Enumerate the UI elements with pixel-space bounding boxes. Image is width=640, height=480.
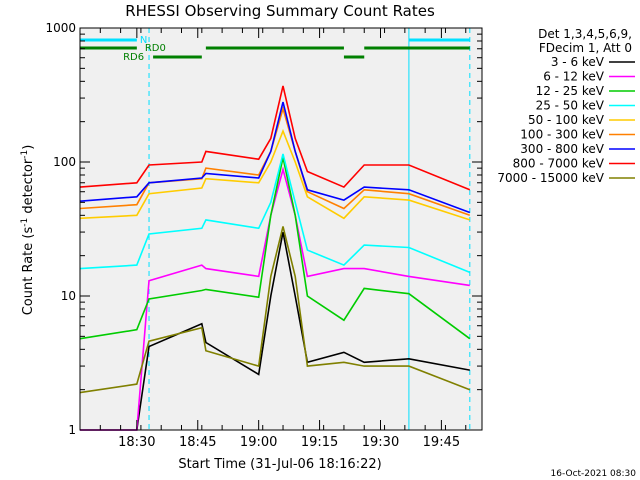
y-axis-label-main: Count Rate (s bbox=[21, 227, 36, 316]
legend-label-25-50-kev: 25 - 50 keV bbox=[536, 99, 605, 113]
y-axis-label-rest: detector bbox=[21, 158, 36, 218]
series-line-12-25-kev bbox=[79, 157, 471, 340]
legend-label-800-7000-kev: 800 - 7000 keV bbox=[513, 157, 605, 171]
y-axis-label-sup2: -1 bbox=[20, 150, 30, 159]
legend-label-100-300-kev: 100 - 300 keV bbox=[520, 128, 604, 142]
footer-date: 16-Oct-2021 08:30 bbox=[551, 469, 637, 479]
series-line-3-6-kev bbox=[80, 231, 470, 431]
legend-label-300-800-kev: 300 - 800 keV bbox=[520, 142, 604, 156]
series-line-800-7000-kev bbox=[79, 85, 471, 191]
x-tick-label: 19:45 bbox=[423, 435, 460, 450]
flag-label-rd6: RD6 bbox=[123, 52, 144, 63]
series-line-300-800-kev bbox=[79, 101, 471, 214]
x-tick-label: 18:30 bbox=[118, 435, 155, 450]
legend-header-line1: Det 1,3,4,5,6,9, bbox=[538, 27, 632, 41]
legend-label-7000-15000-kev: 7000 - 15000 keV bbox=[497, 171, 604, 185]
flag-label-rd0: RD0 bbox=[145, 43, 166, 54]
y-axis-label: Count Rate (s-1 detector-1) bbox=[20, 145, 36, 316]
axes: 1 10 100 1000 18:30 18:45 19:00 19:15 19:30 19:45 bbox=[45, 21, 483, 450]
series-line-7000-15000-kev bbox=[79, 226, 471, 394]
series-lines bbox=[79, 85, 471, 431]
series-line-50-100-kev bbox=[79, 128, 471, 221]
legend-label-50-100-kev: 50 - 100 keV bbox=[528, 113, 605, 127]
y-tick-label: 10 bbox=[61, 289, 76, 303]
chart-title: RHESSI Observing Summary Count Rates bbox=[125, 2, 435, 20]
x-tick-label: 19:15 bbox=[301, 435, 338, 450]
x-tick-label: 19:30 bbox=[362, 435, 399, 450]
plot-frame bbox=[79, 27, 483, 431]
x-tick-label: 18:45 bbox=[179, 435, 216, 450]
legend-label-6-12-kev: 6 - 12 keV bbox=[543, 70, 605, 84]
y-tick-label: 1 bbox=[68, 423, 76, 437]
x-axis-label: Start Time (31-Jul-06 18:16:22) bbox=[178, 457, 381, 472]
flag-label-n: N bbox=[140, 35, 147, 46]
legend-label-3-6-kev: 3 - 6 keV bbox=[551, 55, 605, 69]
series-line-25-50-kev bbox=[79, 153, 471, 274]
legend-label-12-25-kev: 12 - 25 keV bbox=[536, 84, 605, 98]
y-axis-label-end: ) bbox=[21, 145, 36, 150]
y-tick-label: 1000 bbox=[45, 21, 76, 35]
y-tick-label: 100 bbox=[53, 155, 76, 169]
legend-header-line2: FDecim 1, Att 0 bbox=[539, 41, 632, 55]
y-axis-label-sup: -1 bbox=[20, 218, 30, 227]
x-tick-label: 19:00 bbox=[240, 435, 277, 450]
series-line-6-12-kev bbox=[80, 166, 470, 431]
